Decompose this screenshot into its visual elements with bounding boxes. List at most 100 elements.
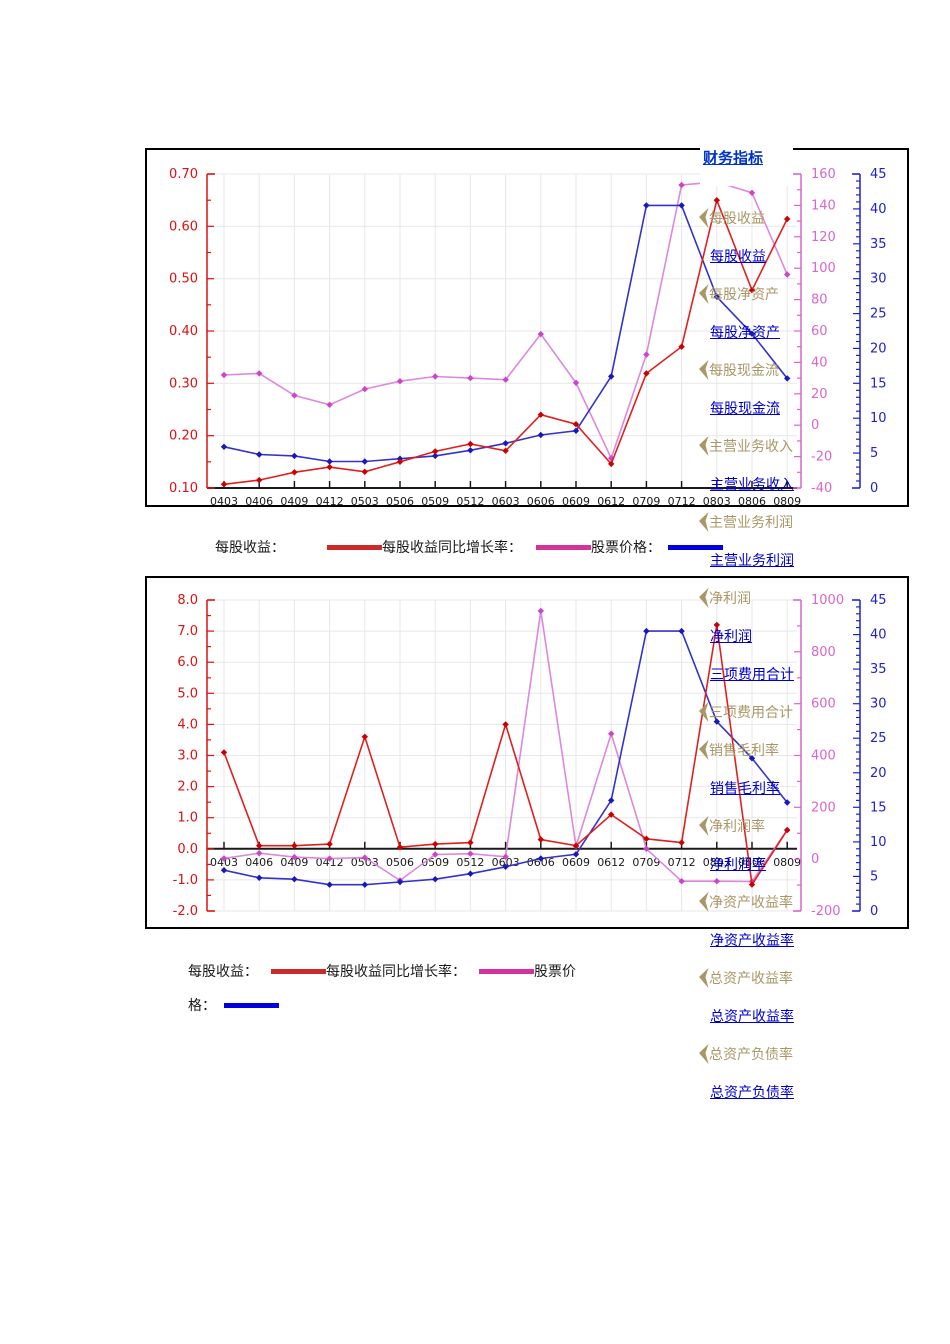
menu-item-link[interactable]: 总资产负债率 (710, 1084, 794, 1100)
marker-growth (256, 370, 263, 377)
legend-swatch (479, 968, 534, 974)
menu-item-link[interactable]: 每股净资产 (710, 324, 780, 340)
menu-item-tan-8[interactable]: 主营业务利润 (698, 512, 793, 532)
svg-text:0.0: 0.0 (177, 842, 198, 857)
svg-text:0406: 0406 (245, 495, 273, 505)
marker-eps (220, 481, 228, 488)
menu-item-link[interactable]: 净利润率 (710, 856, 766, 872)
legend-swatch (271, 968, 326, 974)
menu-item-link[interactable]: 三项费用合计 (710, 666, 794, 682)
svg-text:10: 10 (870, 411, 887, 426)
svg-text:35: 35 (870, 662, 887, 677)
svg-text:200: 200 (811, 800, 836, 815)
menu-item-link[interactable]: 总资产收益率 (710, 1008, 794, 1024)
svg-text:5: 5 (870, 869, 878, 884)
menu-item-tan-0[interactable]: 每股收益 (698, 208, 765, 228)
menu-item-link-23[interactable]: 总资产负债率 (698, 1082, 794, 1102)
marker-price (220, 443, 228, 450)
legend-label: 股票价 (534, 963, 576, 979)
menu-item-tan-22[interactable]: 总资产负债率 (698, 1044, 793, 1064)
svg-text:4.0: 4.0 (177, 717, 198, 732)
menu-item-link-12[interactable]: 三项费用合计 (698, 664, 794, 684)
chart2-legend-line1: 每股收益： 每股收益同比增长率： 股票价 (188, 961, 576, 981)
menu-item-link-1[interactable]: 每股收益 (698, 246, 766, 266)
marker-growth2 (361, 854, 368, 861)
menu-item-link-15[interactable]: 销售毛利率 (698, 778, 780, 798)
menu-item-link-5[interactable]: 每股现金流 (698, 398, 780, 418)
marker-price (537, 431, 544, 439)
svg-text:0512: 0512 (456, 856, 484, 869)
marker-price (326, 458, 333, 465)
menu-item-link[interactable]: 每股现金流 (710, 400, 780, 416)
svg-text:3.0: 3.0 (177, 749, 198, 764)
menu-item-link[interactable]: 销售毛利率 (710, 780, 780, 796)
svg-text:45: 45 (870, 593, 887, 608)
marker-eps (467, 440, 474, 448)
marker-price (361, 458, 368, 465)
menu-item-link[interactable]: 主营业务利润 (710, 552, 794, 568)
svg-text:0406: 0406 (245, 856, 273, 869)
menu-item-tan-2[interactable]: 每股净资产 (698, 284, 779, 304)
svg-text:0506: 0506 (386, 495, 414, 505)
marker-growth (784, 271, 791, 278)
marker-price (256, 451, 263, 458)
menu-item-tan-14[interactable]: 销售毛利率 (698, 740, 779, 760)
menu-item-tan-16[interactable]: 净利润率 (698, 816, 765, 836)
svg-text:0: 0 (870, 481, 878, 496)
marker-price2 (291, 876, 298, 883)
menu-item-link-9[interactable]: 主营业务利润 (698, 550, 794, 570)
menu-item-tan-4[interactable]: 每股现金流 (698, 360, 779, 380)
menu-item-tan-18[interactable]: 净资产收益率 (698, 892, 793, 912)
menu-item-link-21[interactable]: 总资产收益率 (698, 1006, 794, 1026)
marker-eps2 (326, 840, 333, 848)
svg-text:40: 40 (811, 355, 828, 370)
svg-text:0809: 0809 (773, 856, 801, 869)
menu-item-link-7[interactable]: 主营业务收入 (698, 474, 794, 494)
svg-text:0712: 0712 (668, 495, 696, 505)
kite-icon (699, 1044, 709, 1064)
svg-text:1.0: 1.0 (177, 811, 198, 826)
menu-item-link[interactable]: 净利润 (710, 628, 752, 644)
svg-text:60: 60 (811, 324, 828, 339)
kite-icon (699, 512, 709, 532)
menu-item-label: 主营业务利润 (709, 514, 793, 530)
legend-label: 股票价格： (591, 539, 661, 555)
marker-eps2 (220, 749, 228, 756)
marker-eps2 (432, 840, 439, 848)
menu-item-link-17[interactable]: 净利润率 (698, 854, 766, 874)
svg-text:-200: -200 (811, 904, 841, 919)
legend-swatch (536, 544, 591, 550)
menu-item-tan-20[interactable]: 总资产收益率 (698, 968, 793, 988)
svg-text:0709: 0709 (632, 495, 660, 505)
marker-eps (643, 370, 650, 377)
svg-text:0512: 0512 (456, 495, 484, 505)
svg-text:0.20: 0.20 (169, 429, 198, 444)
marker-growth (220, 371, 228, 379)
marker-price (291, 452, 298, 460)
marker-eps2 (748, 881, 756, 888)
menu-item-label: 总资产收益率 (709, 970, 793, 986)
menu-item-tan-10[interactable]: 净利润 (698, 588, 751, 608)
svg-text:160: 160 (811, 167, 836, 182)
menu-item-link-19[interactable]: 净资产收益率 (698, 930, 794, 950)
marker-eps2 (784, 826, 791, 834)
svg-text:0506: 0506 (386, 856, 414, 869)
menu-item-link[interactable]: 净资产收益率 (710, 932, 794, 948)
marker-growth2 (326, 855, 333, 862)
menu-item-tan-13[interactable]: 三项费用合计 (698, 702, 793, 722)
marker-growth (748, 189, 756, 196)
marker-price (572, 427, 580, 434)
marker-price2 (643, 627, 650, 635)
legend-swatch (327, 544, 382, 550)
menu-item-link[interactable]: 主营业务收入 (710, 476, 794, 492)
menu-item-tan-6[interactable]: 主营业务收入 (698, 436, 793, 456)
menu-item-link-3[interactable]: 每股净资产 (698, 322, 780, 342)
menu-title[interactable]: 财务指标 (703, 150, 764, 167)
marker-growth (678, 181, 685, 189)
marker-eps2 (678, 839, 685, 846)
menu-item-link[interactable]: 每股收益 (710, 248, 766, 264)
marker-eps (678, 343, 685, 350)
svg-text:0509: 0509 (421, 495, 449, 505)
menu-item-link-11[interactable]: 净利润 (698, 626, 752, 646)
marker-price (678, 202, 685, 209)
